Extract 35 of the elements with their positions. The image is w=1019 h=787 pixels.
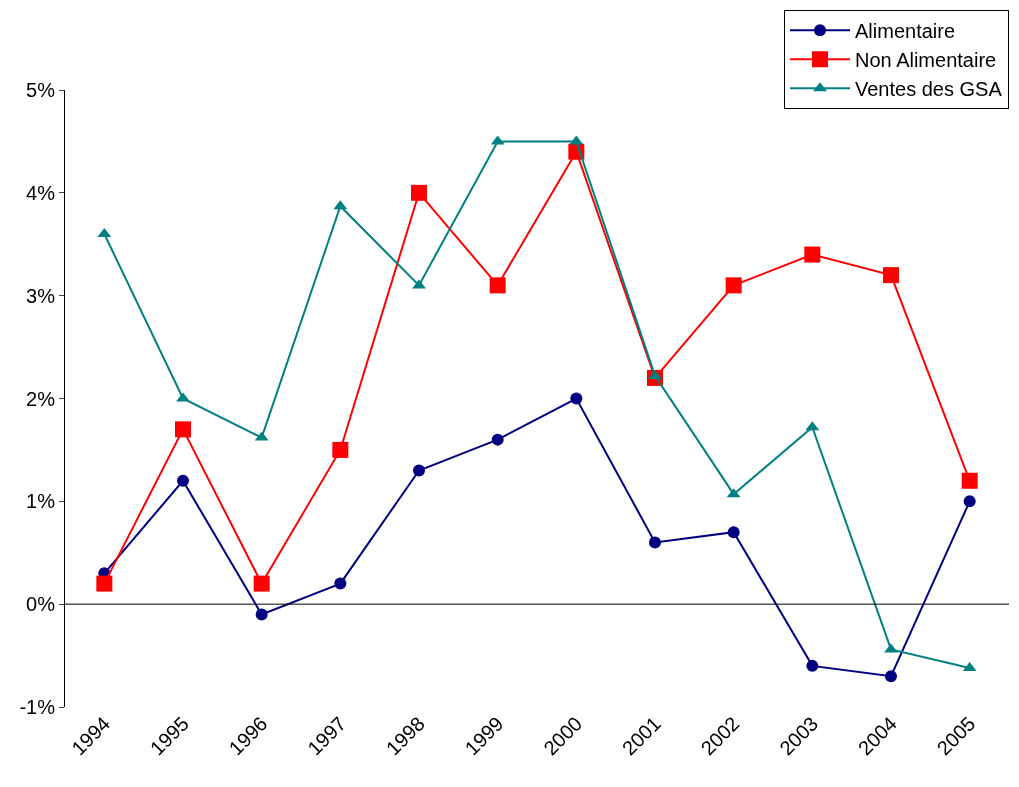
point [334,577,347,590]
point [253,575,270,592]
point [96,575,113,592]
point [649,536,661,549]
y-tick-label: 5% [26,79,56,101]
point [491,433,504,446]
y-tick-label: 0% [26,593,56,616]
point [883,267,899,284]
legend-label: Alimentaire [855,20,956,43]
point [806,659,819,672]
point [885,670,897,683]
point [648,369,662,379]
point [725,277,742,294]
point [570,392,583,405]
point [727,526,740,539]
point [411,184,427,201]
point [332,441,349,458]
point [412,279,426,289]
point [489,277,506,294]
y-tick-label: 1% [26,490,56,513]
point [884,643,898,653]
point [177,474,189,487]
point [804,246,821,263]
point [961,472,978,489]
y-tick-label: 2% [26,387,56,410]
point [176,392,190,402]
point [413,464,425,477]
point [963,495,976,508]
y-tick-label: 3% [26,284,56,307]
point [255,608,268,621]
legend-label: Non Alimentaire [855,49,997,72]
legend-label: Ventes des GSA [855,78,1003,101]
y-tick-label: -1% [19,696,56,718]
y-tick-label: 4% [26,181,56,204]
point [175,421,191,438]
